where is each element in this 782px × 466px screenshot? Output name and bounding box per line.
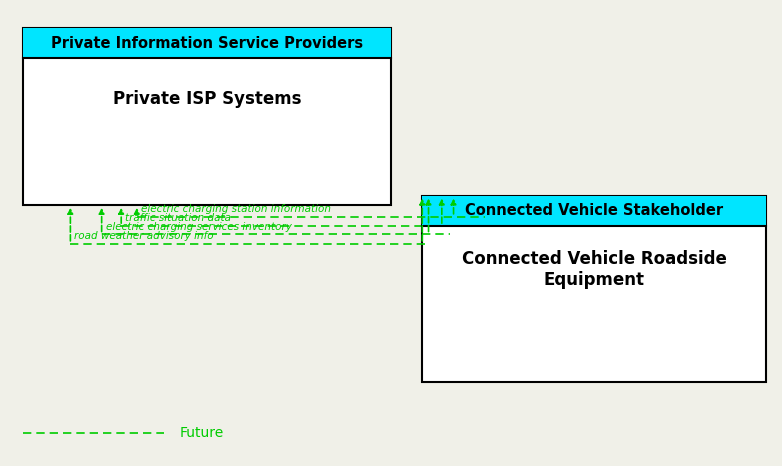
Bar bbox=[23, 28, 391, 58]
Bar bbox=[23, 28, 391, 205]
Text: traffic situation data: traffic situation data bbox=[125, 213, 231, 223]
Text: Connected Vehicle Stakeholder: Connected Vehicle Stakeholder bbox=[465, 203, 723, 219]
Bar bbox=[422, 196, 766, 382]
Text: electric charging services inventory: electric charging services inventory bbox=[106, 222, 292, 232]
Text: Connected Vehicle Roadside
Equipment: Connected Vehicle Roadside Equipment bbox=[462, 250, 726, 289]
Bar bbox=[422, 196, 766, 226]
Text: electric charging station information: electric charging station information bbox=[141, 204, 331, 214]
Text: road weather advisory info: road weather advisory info bbox=[74, 231, 214, 241]
Text: Private Information Service Providers: Private Information Service Providers bbox=[51, 35, 364, 51]
Text: Private ISP Systems: Private ISP Systems bbox=[113, 90, 302, 109]
Text: Future: Future bbox=[180, 426, 224, 440]
